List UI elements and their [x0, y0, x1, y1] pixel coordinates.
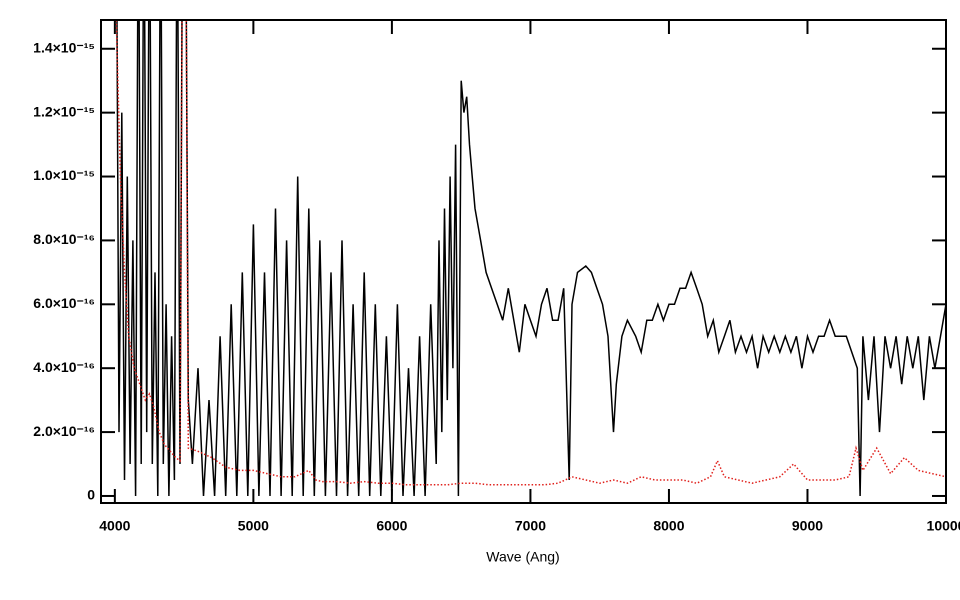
x-tick-label: 8000 [653, 518, 684, 534]
x-tick-label: 7000 [515, 518, 546, 534]
x-axis-label: Wave (Ang) [486, 549, 559, 565]
x-tick-label: 5000 [238, 518, 269, 534]
x-tick-label: 6000 [376, 518, 407, 534]
y-tick-label: 1.4×10⁻¹⁵ [33, 39, 95, 55]
plot-area [115, 20, 946, 497]
spectrum-line [116, 20, 946, 497]
spectrum-line [115, 20, 946, 486]
y-tick-label: 1.2×10⁻¹⁵ [33, 103, 95, 119]
y-tick-label: 4.0×10⁻¹⁶ [33, 359, 95, 375]
y-tick-label: 6.0×10⁻¹⁶ [33, 295, 95, 311]
plot-frame [100, 19, 947, 504]
x-tick-label: 10000 [927, 518, 960, 534]
y-tick-label: 8.0×10⁻¹⁶ [33, 231, 95, 247]
x-tick-label: 9000 [792, 518, 823, 534]
x-tick-label: 4000 [99, 518, 130, 534]
y-tick-label: 2.0×10⁻¹⁶ [33, 423, 95, 439]
y-tick-label: 0 [87, 487, 95, 503]
y-tick-label: 1.0×10⁻¹⁵ [33, 167, 95, 183]
